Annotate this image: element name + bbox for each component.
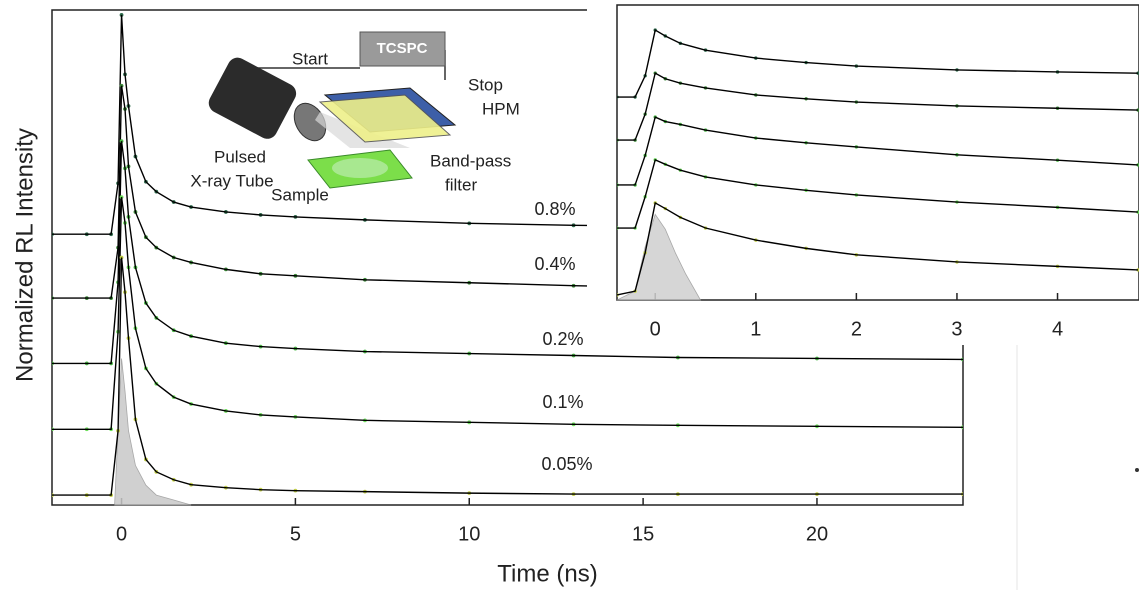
series	[617, 28, 1139, 99]
x-tick-label: 2	[851, 318, 862, 340]
diagram-label: Start	[292, 49, 328, 68]
fit-line	[617, 158, 1139, 229]
fit-line	[52, 141, 963, 365]
diagram-label: Stop	[468, 75, 503, 94]
series-label: 0.05%	[541, 454, 592, 474]
sample-spot	[332, 158, 388, 178]
x-axis-label: Time (ns)	[497, 560, 597, 587]
series-label: 0.8%	[534, 199, 575, 219]
x-tick-label: 10	[458, 523, 480, 545]
fit-line	[52, 257, 963, 496]
xray-tube	[208, 57, 297, 139]
x-tick-label: 15	[632, 523, 654, 545]
x-tick-label: 5	[290, 523, 301, 545]
tcspc-box	[359, 31, 446, 67]
plot-frame	[616, 4, 1139, 301]
fit-line	[52, 14, 963, 235]
inset-chart: 0 1 2 3 4	[587, 0, 1139, 345]
series	[617, 158, 1139, 230]
x-tick-label: 20	[806, 523, 828, 545]
fit-line	[617, 72, 1139, 141]
series	[52, 139, 963, 366]
edge-dot	[1135, 468, 1139, 472]
series	[617, 71, 1139, 142]
diagram-label: TCSPC	[377, 40, 428, 57]
series-label: 0.2%	[542, 329, 583, 349]
series	[617, 115, 1139, 187]
series	[617, 201, 1139, 297]
fit-line	[52, 85, 963, 299]
x-tick-label: 4	[1052, 318, 1063, 340]
fit-line	[617, 28, 1139, 98]
x-tick-label: 0	[650, 318, 661, 340]
diagram-label: Band-pass	[430, 151, 511, 170]
diagram-label: filter	[445, 175, 477, 194]
x-tick-label: 3	[951, 318, 962, 340]
main-chart: 0 5 10 15 200.8%0.4%0.2%0.1%0.05%Time (ns)No…	[11, 9, 964, 587]
band-pass-filter	[318, 94, 452, 143]
series	[52, 195, 963, 432]
series-label: 0.4%	[534, 254, 575, 274]
series-label: 0.1%	[542, 392, 583, 412]
fit-line	[617, 116, 1139, 186]
diagram-label: HPM	[482, 99, 520, 118]
series	[52, 255, 963, 497]
setup-diagram: TCSPC Start Stop HPM Pulsed X-ray Tube Band-pa…	[190, 31, 520, 204]
diagram-label: Sample	[271, 185, 329, 204]
diagram-label: X-ray Tube	[190, 171, 273, 190]
x-tick-label: 0	[116, 523, 127, 545]
fit-line	[52, 197, 963, 430]
y-axis-label: Normalized RL Intensity	[11, 128, 38, 382]
x-tick-label: 1	[750, 318, 761, 340]
diagram-label: Pulsed	[214, 147, 266, 166]
fit-line	[617, 201, 1139, 296]
irf-area	[114, 358, 192, 506]
